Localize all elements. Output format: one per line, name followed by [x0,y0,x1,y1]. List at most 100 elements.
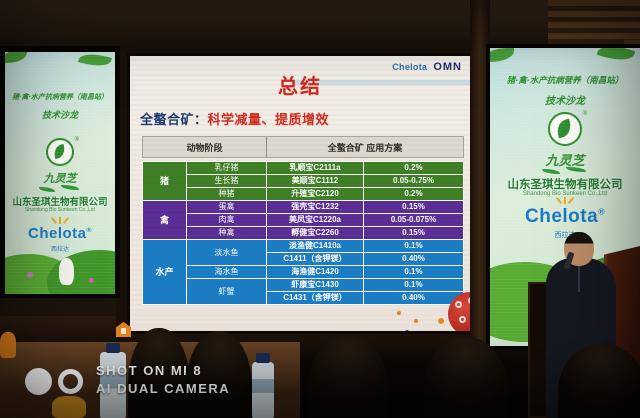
decor-dot [438,318,444,324]
product-cell: 美凤宝C1220a [266,213,364,227]
camera-lens-ring-icon [58,369,83,394]
product-cell: C1431（含钾镁） [266,291,364,305]
watermark-line1: SHOT ON MI 8 [96,363,203,378]
group-label-poultry: 禽 [142,200,187,240]
table-header-animal: 动物阶段 [143,137,267,157]
product-cell: 升殖宝C2120 [266,187,364,201]
stage-cell: 淡水鱼 [186,239,267,266]
brand-emblem-icon: ® [548,111,587,146]
stage-cell: 种禽 [186,226,267,240]
stage-cell: 虾蟹 [186,278,267,305]
leaf-decoration [5,52,27,63]
decor-dot [397,311,401,315]
table-row: 种猪 升殖宝C2120 0.2% [143,187,464,201]
rays-icon [555,197,575,205]
table-row: 海水鱼 海渔健C1420 0.1% [143,265,464,279]
product-cell: 海渔健C1420 [266,265,364,279]
flower-decoration [89,278,94,283]
company-name-cn: 山东圣琪生物有限公司 [12,197,108,208]
dosage-cell: 0.1% [363,239,464,253]
dosage-cell: 0.1% [363,278,464,292]
dolphin-icon [542,169,560,174]
chelota-logo: Chelota® [525,206,605,227]
orange-cup [0,332,16,358]
dosage-cell: 0.05-0.75% [363,174,464,188]
audience-head [308,334,388,418]
event-title-line1: 猪·禽·水产抗病营养（南昌站） [506,76,624,86]
table-row: 肉禽 美凤宝C1220a 0.05-0.075% [143,213,464,227]
stage-cell: 蛋禽 [186,200,267,214]
mi8-watermark: SHOT ON MI 8 AI DUAL CAMERA [0,360,340,410]
dosage-cell: 0.15% [363,200,464,214]
slide-title: 总结 [278,76,322,98]
event-title-line2: 技术沙龙 [41,111,78,121]
leaf-decoration [490,48,514,62]
slide-accent-band [290,80,470,85]
gold-cup [52,396,86,418]
company-name-en: Shandong Bio Sunkeen Co.,Ltd [24,207,96,213]
table-row: 禽 蛋禽 强壳宝C1232 0.15% [142,200,464,240]
event-title-line2: 技术沙龙 [545,96,585,107]
stage-cell: 种猪 [186,187,267,201]
event-title-line1: 猪·禽·水产抗病营养（南昌站） [12,92,108,101]
decor-dot [414,319,418,323]
wood-pillar [470,0,490,360]
subtitle-highlight: 科学减量、提质增效 [207,112,330,127]
summary-table: 动物阶段 全螯合矿 应用方案 猪 乳仔猪 乳顺宝C2111a 0.2% 生长猪 … [142,136,464,305]
brand-script-name: 九灵芝 [545,154,585,169]
water-bottle [252,353,274,418]
table-row: 猪 乳仔猪 乳顺宝C2111a 0.2% [142,161,464,201]
group-label-aqua: 水产 [142,239,187,305]
decor-dot [405,330,409,331]
product-cell: 乳顺宝C2111a [266,161,364,175]
omn-logo: OMN [433,61,462,73]
stage-cell: 肉禽 [186,213,267,227]
dosage-cell: 0.1% [363,265,464,279]
dosage-cell: 0.2% [363,161,464,175]
dosage-cell: 0.2% [363,187,464,201]
leaf-decoration [596,48,636,65]
rays-icon [50,217,70,225]
table-header-row: 动物阶段 全螯合矿 应用方案 [142,136,464,158]
main-projection-screen: Chelota OMN 总结 全螯合矿：科学减量、提质增效 动物阶段 全螯合矿 … [130,56,470,331]
stage-cell: 乳仔猪 [186,161,267,175]
dolphin-icon [61,185,79,190]
product-cell: C1411（含钾镁） [266,252,364,266]
dolphin-icon [566,167,586,172]
audience-head [424,337,508,418]
red-floral-ornament [448,292,470,331]
chelota-chinese-name: 西拉达 [50,247,69,253]
product-cell: 强壳宝C1232 [266,200,364,214]
flower-decoration [27,272,33,278]
watermark-text: SHOT ON MI 8 AI DUAL CAMERA [96,362,230,398]
table-header-plan: 全螯合矿 应用方案 [327,142,403,153]
product-cell: 美顺宝C1112 [266,174,364,188]
chelota-logo: Chelota [392,62,428,72]
dosage-cell: 0.05-0.075% [363,213,464,227]
table-row: 生长猪 美顺宝C1112 0.05-0.75% [143,174,464,188]
dosage-cell: 0.40% [363,252,464,266]
speaker-collar [578,266,580,292]
company-name-cn: 山东圣琪生物有限公司 [507,179,623,191]
audience-head [558,344,640,418]
chelota-logo: Chelota® [28,225,92,242]
audience-head [128,328,190,418]
group-label-pig: 猪 [142,161,187,201]
company-name-en: Shandong Bio Sunkeen Co.,Ltd [522,191,608,197]
brand-script-name: 九灵芝 [43,172,77,185]
dosage-cell: 0.40% [363,291,464,305]
left-led-screen: 猪·禽·水产抗病营养（南昌站） 技术沙龙 ® 九灵芝 山东圣琪生物有限公司 Sh… [5,52,115,294]
table-row: 水产 淡水鱼 淡渔健C1410a 0.1% [142,239,464,305]
slide-logos: Chelota OMN [392,61,462,73]
camera-lens-icon [25,368,52,395]
stage-cell: 海水鱼 [186,265,267,279]
slide-subtitle: 全螯合矿：科学减量、提质增效 [140,109,329,128]
stage-cell: 生长猪 [186,174,267,188]
house-icon [116,322,131,337]
hill-graphic [47,250,115,294]
table-row: C1411（含钾镁） 0.40% [143,252,464,266]
subtitle-prefix: 全螯合矿： [140,112,208,127]
table-row: 虾蟹 虾康宝C1430 0.1% [143,278,464,305]
dosage-cell: 0.15% [363,226,464,240]
